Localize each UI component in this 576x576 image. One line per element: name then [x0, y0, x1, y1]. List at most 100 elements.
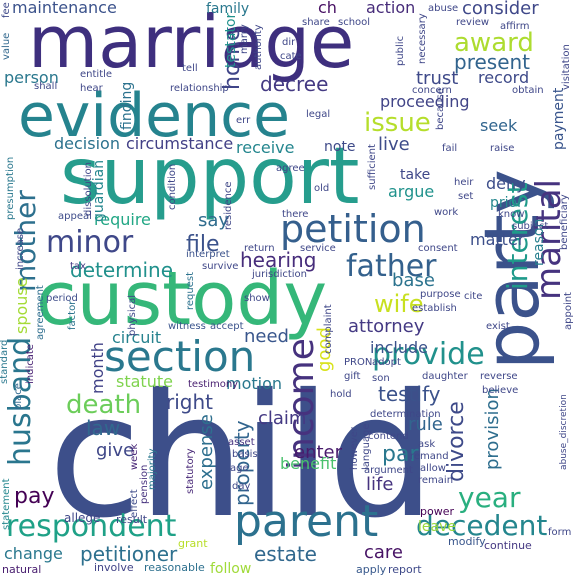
- word-gift: gift: [344, 371, 361, 382]
- word-necessary: necessary: [417, 13, 428, 64]
- word-sufficient: sufficient: [367, 144, 378, 190]
- word-err: err: [236, 115, 251, 126]
- word-provide: provide: [372, 337, 485, 372]
- word-estate: estate: [254, 542, 317, 566]
- word-dir: dir: [282, 37, 296, 48]
- word-dissolution: dissolution: [83, 162, 94, 216]
- word-heir: heir: [454, 177, 474, 188]
- word-determine: determine: [70, 258, 174, 282]
- word-day: day: [232, 481, 251, 492]
- word-base: base: [392, 270, 435, 291]
- word-guardian: guardian: [91, 159, 107, 222]
- word-natural: natural: [2, 563, 42, 576]
- word-concern: concern: [412, 85, 452, 96]
- word-standard: standard: [0, 339, 10, 384]
- word-language: language: [361, 423, 372, 470]
- word-finding: finding: [119, 81, 135, 130]
- word-old: old: [314, 183, 330, 194]
- word-entitle: entitle: [80, 69, 113, 80]
- word-follow: follow: [210, 561, 252, 576]
- word-raise: raise: [490, 143, 515, 154]
- word-abuse: abuse: [428, 3, 459, 14]
- word-par: par: [382, 442, 419, 467]
- word-statute: statute: [116, 372, 173, 391]
- word-result: result: [116, 513, 148, 526]
- word-benefit: benefit: [280, 454, 337, 473]
- word-indicate: indicate: [25, 344, 36, 384]
- word-review: review: [456, 17, 490, 28]
- word-authority: authority: [253, 24, 264, 70]
- word-daughter: daughter: [422, 371, 468, 382]
- word-pay: pay: [14, 484, 55, 509]
- word-physical: physical: [127, 295, 138, 336]
- word-person: person: [4, 68, 59, 87]
- word-care: care: [364, 542, 404, 563]
- word-witness: witness: [168, 321, 206, 332]
- word-know: know: [498, 209, 525, 220]
- word-son: son: [372, 373, 390, 384]
- word-say: say: [198, 210, 230, 231]
- word-claim: claim: [258, 408, 307, 429]
- word-condition: condition: [167, 163, 178, 210]
- word-hear: hear: [80, 83, 103, 94]
- word-provision: provision: [482, 388, 503, 470]
- word-hold: hold: [330, 389, 352, 400]
- word-consent: consent: [418, 243, 458, 254]
- word-fee: fee: [1, 2, 12, 18]
- word-modify: modify: [448, 535, 486, 548]
- word-family: family: [206, 1, 250, 17]
- word-decree: decree: [260, 72, 329, 96]
- word-appoint: appoint: [563, 292, 574, 330]
- word-divorce: divorce: [444, 401, 469, 482]
- word-jurisdiction: jurisdiction: [252, 269, 307, 280]
- word-testator: testator: [223, 12, 239, 68]
- word-testify: testify: [378, 382, 441, 406]
- word-rule: rule: [408, 414, 443, 435]
- word-attorney: attorney: [348, 316, 425, 337]
- word-effect: effect: [129, 489, 140, 518]
- word-present: present: [454, 50, 531, 74]
- word-wife: wife: [374, 290, 424, 318]
- word-share: share: [302, 17, 330, 28]
- word-allow: allow: [420, 463, 446, 474]
- word-interpret: interpret: [186, 249, 230, 260]
- word-argue: argue: [388, 182, 435, 201]
- word-child: child: [48, 358, 436, 556]
- word-take: take: [400, 167, 431, 183]
- word-seek: seek: [480, 116, 518, 135]
- word-include: include: [370, 338, 428, 357]
- word-increase: increase: [15, 227, 26, 270]
- word-determination: determination: [370, 409, 441, 420]
- word-prior: prior: [490, 195, 523, 211]
- word-reasonable: reasonable: [144, 561, 205, 574]
- word-action: action: [366, 0, 416, 17]
- word-ask: ask: [418, 439, 436, 450]
- word-ch: ch: [318, 0, 337, 17]
- word-support: support: [60, 132, 360, 222]
- word-argument: argument: [364, 465, 413, 476]
- word-month: month: [88, 342, 107, 394]
- word-value: value: [1, 32, 12, 60]
- word-report: report: [388, 563, 422, 576]
- word-presumption: presumption: [5, 156, 16, 220]
- word-school: school: [338, 17, 371, 28]
- word-agree: agree: [276, 163, 305, 174]
- word-maintenance: maintenance: [12, 0, 117, 17]
- word-law: law: [86, 416, 121, 440]
- word-PRON: PRON: [344, 357, 373, 368]
- word-residence: residence: [223, 181, 234, 230]
- word-tax: tax: [70, 261, 86, 272]
- word-exist: exist: [486, 321, 510, 332]
- word-shall: shall: [34, 81, 58, 92]
- word-issue: issue: [364, 108, 431, 138]
- word-subject: subject: [512, 221, 549, 232]
- word-live: live: [378, 134, 410, 155]
- word-majority: majority: [147, 448, 158, 491]
- word-power: power: [420, 505, 454, 518]
- word-grant: grant: [178, 537, 208, 550]
- word-decedent: decedent: [416, 509, 548, 542]
- word-enter: enter: [294, 442, 343, 463]
- word-give: give: [96, 440, 135, 461]
- word-there: there: [282, 209, 309, 220]
- word-remand: remand: [410, 451, 449, 462]
